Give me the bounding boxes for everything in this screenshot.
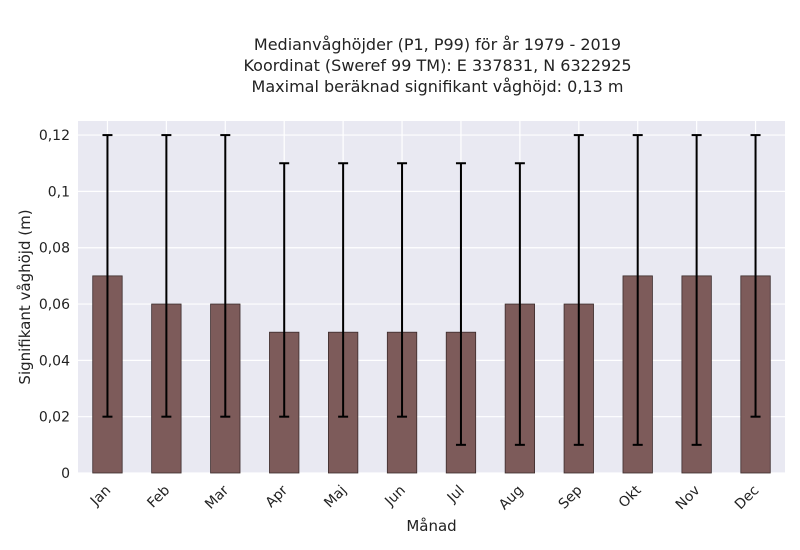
title-line-2: Koordinat (Sweref 99 TM): E 337831, N 63… bbox=[243, 56, 632, 75]
y-tick-label: 0 bbox=[61, 466, 70, 482]
title-line-3: Maximal beräknad signifikant våghöjd: 0,… bbox=[251, 77, 624, 96]
y-tick-label: 0,1 bbox=[48, 184, 70, 200]
y-tick-label: 0,02 bbox=[39, 410, 70, 426]
x-tick-label: Jan bbox=[87, 483, 114, 510]
x-tick-label: Feb bbox=[144, 482, 173, 511]
title-line-1: Medianvåghöjder (P1, P99) för år 1979 - … bbox=[253, 35, 622, 54]
y-tick-label: 0,04 bbox=[39, 353, 70, 369]
x-tick-label: Maj bbox=[321, 483, 350, 512]
x-axis-label: Månad bbox=[406, 517, 456, 535]
x-tick-label: Nov bbox=[673, 483, 704, 514]
x-tick-label: Jul bbox=[444, 483, 468, 507]
x-tick-label: Okt bbox=[616, 482, 645, 511]
y-axis-label: Signifikant våghöjd (m) bbox=[16, 209, 34, 384]
x-tick-label: Apr bbox=[263, 482, 292, 511]
x-tick-label: Sep bbox=[556, 482, 586, 512]
x-tick-label: Dec bbox=[732, 483, 762, 513]
x-tick-label: Jun bbox=[381, 483, 408, 510]
x-tick-label: Aug bbox=[496, 483, 527, 514]
y-tick-label: 0,12 bbox=[39, 128, 70, 144]
plot-background bbox=[78, 121, 785, 473]
x-tick-label: Mar bbox=[202, 482, 232, 512]
chart-title: Medianvåghöjder (P1, P99) för år 1979 - … bbox=[0, 34, 800, 97]
y-tick-label: 0,08 bbox=[39, 241, 70, 257]
y-tick-label: 0,06 bbox=[39, 297, 70, 313]
